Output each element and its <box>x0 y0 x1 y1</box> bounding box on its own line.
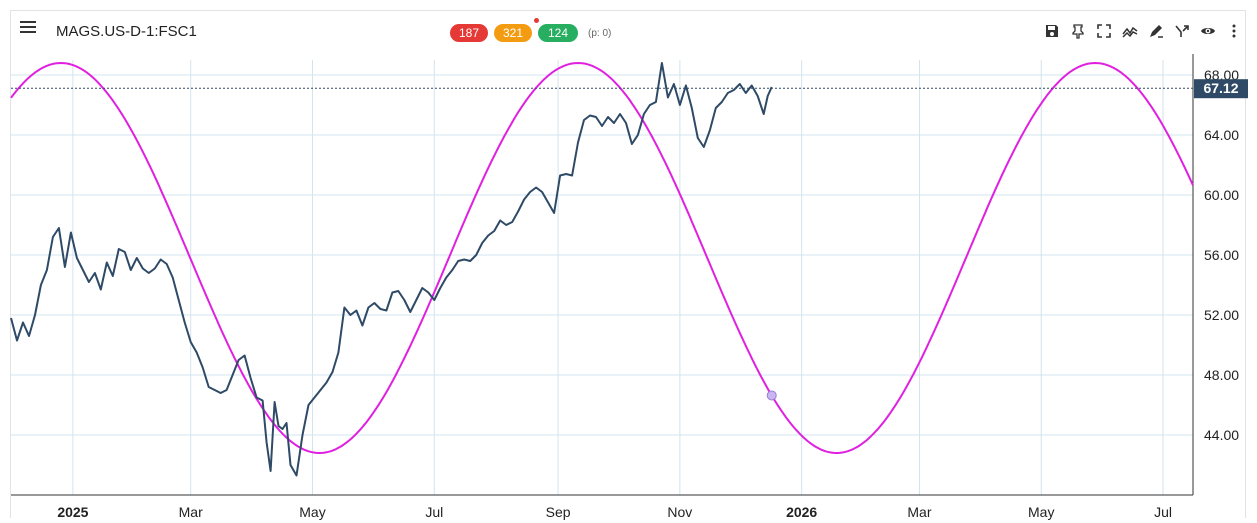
x-tick-label: 2025 <box>57 504 88 520</box>
last-price-label: 67.12 <box>1203 80 1238 96</box>
x-tick-label: Mar <box>179 504 203 520</box>
x-tick-label: Jul <box>1154 504 1172 520</box>
symbol-label: MAGS.US-D-1:FSC1 <box>56 23 197 40</box>
status-dot <box>534 18 539 23</box>
x-tick-label: 2026 <box>786 504 817 520</box>
chart-grid <box>11 60 1193 495</box>
y-tick-label: 64.00 <box>1204 127 1239 143</box>
badge-orange[interactable]: 321 <box>494 24 532 42</box>
x-tick-label: Mar <box>907 504 931 520</box>
more-icon[interactable] <box>1225 22 1243 40</box>
draw-icon[interactable] <box>1147 22 1165 40</box>
trend-icon[interactable] <box>1121 22 1139 40</box>
x-tick-label: Jul <box>425 504 443 520</box>
y-tick-label: 60.00 <box>1204 187 1239 203</box>
y-tick-label: 44.00 <box>1204 427 1239 443</box>
badge-red[interactable]: 187 <box>450 24 488 42</box>
cycle-line <box>10 61 1194 454</box>
chart-frame <box>10 10 1246 518</box>
chart-toolbar: MAGS.US-D-1:FSC1 187 321 124 (p: 0) <box>0 0 1257 50</box>
x-tick-label: May <box>1028 504 1054 520</box>
price-line <box>10 62 773 477</box>
eye-icon[interactable] <box>1199 22 1217 40</box>
chart-labels: 44.00 48.00 52.00 56.00 60.00 64.00 68.00 2025 M… <box>57 67 1248 520</box>
y-tick-label: 52.00 <box>1204 307 1239 323</box>
y-tick-label: 48.00 <box>1204 367 1239 383</box>
pin-icon[interactable] <box>1069 22 1087 40</box>
y-tick-label: 68.00 <box>1204 67 1239 83</box>
last-price-tag <box>1194 79 1248 99</box>
x-tick-label: May <box>299 504 325 520</box>
x-tick-label: Nov <box>667 504 692 520</box>
chart-series <box>10 61 1194 477</box>
menu-icon[interactable] <box>20 21 36 33</box>
y-tick-label: 56.00 <box>1204 247 1239 263</box>
p-value-label: (p: 0) <box>588 28 612 39</box>
fullscreen-icon[interactable] <box>1095 22 1113 40</box>
chart-axes <box>11 54 1194 496</box>
x-tick-label: Sep <box>546 504 571 520</box>
badge-green[interactable]: 124 <box>538 24 578 42</box>
chart-tools <box>1043 22 1243 40</box>
save-icon[interactable] <box>1043 22 1061 40</box>
cycle-marker <box>766 390 777 401</box>
compare-icon[interactable] <box>1173 22 1191 40</box>
